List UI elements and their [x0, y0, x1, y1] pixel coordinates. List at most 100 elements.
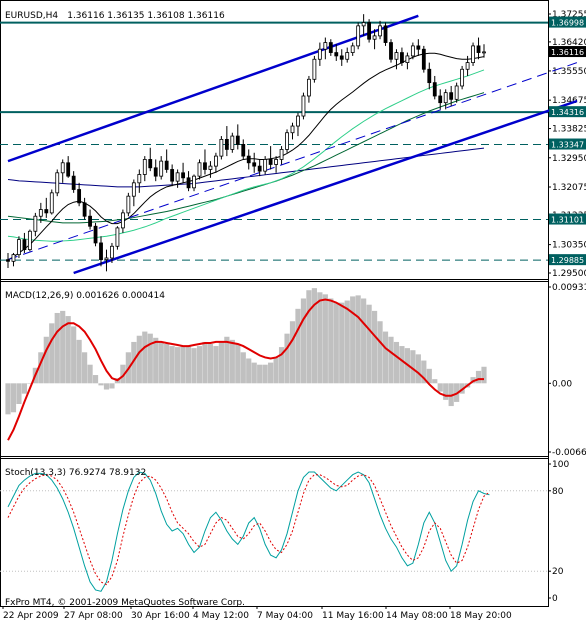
candle-body [82, 202, 87, 217]
macd-histogram-bar [443, 383, 449, 400]
candle-body [175, 172, 180, 182]
macd-histogram-bar [300, 298, 307, 384]
candle-body [77, 189, 82, 204]
candle-body [421, 48, 426, 70]
candle-body [427, 68, 432, 84]
macd-histogram-bar [382, 331, 389, 384]
time-tick-label: 22 Apr 2009 [3, 611, 59, 621]
candle-body [334, 52, 339, 57]
candle-body [438, 95, 443, 104]
plot-frame [0, 0, 549, 607]
price-tick-label: 1.37255 [552, 10, 586, 20]
candle-body [192, 175, 196, 189]
candle-body [449, 92, 454, 100]
candle-body [230, 135, 235, 150]
macd-histogram-bar [371, 310, 378, 384]
level-price-label-bg [549, 16, 586, 28]
candle-body [372, 35, 377, 40]
candle-body [285, 132, 289, 150]
macd-histogram-bar [432, 379, 438, 384]
candle-body [460, 68, 465, 87]
candle-body [99, 242, 103, 261]
macd-histogram-bar [76, 339, 82, 384]
macd-histogram-bar [180, 346, 186, 384]
macd-histogram-bar [60, 310, 66, 384]
macd-histogram-bar [158, 341, 164, 384]
macd-histogram-bar [10, 383, 17, 413]
macd-histogram-bar [54, 312, 60, 384]
macd-histogram-bar [426, 368, 432, 384]
candle-body [88, 215, 92, 227]
price-tick-label: 1.33825 [552, 125, 586, 135]
price-tick-label: 1.32950 [552, 154, 586, 164]
candle-body [361, 22, 366, 27]
macd-histogram-bar [103, 383, 110, 390]
candle-body [164, 160, 169, 170]
macd-histogram-bar [328, 298, 334, 384]
candle-body [339, 55, 344, 60]
ma-slow-line [7, 147, 485, 188]
macd-histogram-bar [322, 294, 328, 384]
stoch-header: Stoch(13,3,3) 76.9274 78.9132 [5, 460, 146, 479]
macd-histogram-bar [355, 295, 361, 384]
macd-histogram-bar [142, 331, 148, 384]
candle-body [203, 162, 207, 170]
time-tick-label: 4 May 12:00 [193, 611, 249, 621]
candle-body [153, 167, 158, 177]
macd-label: MACD(12,26,9) 0.001626 0.000414 [5, 291, 165, 301]
candle-body [296, 115, 300, 127]
stoch-tick-label: 0 [552, 594, 558, 604]
macd-histogram-bar [278, 347, 285, 384]
candle-body [181, 172, 185, 179]
candle-body [416, 45, 421, 50]
macd-histogram-bar [92, 375, 99, 384]
candle-body [252, 162, 257, 167]
price-tick-label: 1.30350 [552, 241, 586, 251]
level-price-label: 1.36998 [551, 19, 584, 28]
candle-body [345, 52, 350, 60]
macd-histogram-bar [257, 364, 263, 384]
macd-histogram-bar [224, 336, 230, 384]
time-tick-label: 30 Apr 16:00 [131, 611, 190, 621]
candle-body [235, 135, 240, 145]
macd-histogram-bar [251, 362, 257, 384]
macd-histogram-bar [388, 336, 394, 384]
macd-histogram-bar [246, 358, 252, 384]
macd-histogram-bar [366, 304, 372, 384]
macd-histogram-bar [5, 383, 11, 415]
candle-body [170, 169, 175, 182]
level-price-label-bg [549, 254, 586, 266]
symbol-label: EURUSD,H4 [5, 11, 59, 21]
macd-histogram-bar [109, 383, 115, 389]
macd-histogram-bar [289, 321, 296, 384]
candle-body [38, 209, 43, 217]
macd-histogram-bar [147, 333, 153, 384]
macd-header: MACD(12,26,9) 0.001626 0.000414 [5, 283, 165, 302]
macd-histogram-bar [71, 326, 77, 384]
stoch-tick-label: 100 [552, 460, 569, 470]
candle-body [465, 62, 470, 70]
candle-body [66, 162, 71, 177]
candle-body [22, 239, 27, 251]
candle-body [279, 149, 284, 160]
candle-body [317, 48, 322, 60]
candle-body [71, 175, 76, 190]
current-price-label-bg [549, 46, 586, 58]
candle-body [367, 22, 372, 40]
candle-body [159, 160, 164, 177]
candle-body [389, 42, 393, 60]
macd-tick-label: 0.00 [552, 379, 572, 389]
macd-histogram-bar [481, 366, 487, 384]
time-tick-label: 27 Apr 08:00 [64, 611, 123, 621]
candle-body [312, 58, 317, 80]
level-price-label-bg [549, 106, 586, 118]
macd-histogram-bar [16, 383, 22, 404]
macd-histogram-bar [49, 323, 55, 384]
ma-fast-line [7, 52, 485, 261]
macd-histogram-bar [317, 292, 323, 384]
macd-histogram-bar [240, 352, 246, 384]
stoch-main-line [7, 471, 490, 592]
candle-body [301, 95, 306, 117]
candle-body [400, 52, 404, 63]
